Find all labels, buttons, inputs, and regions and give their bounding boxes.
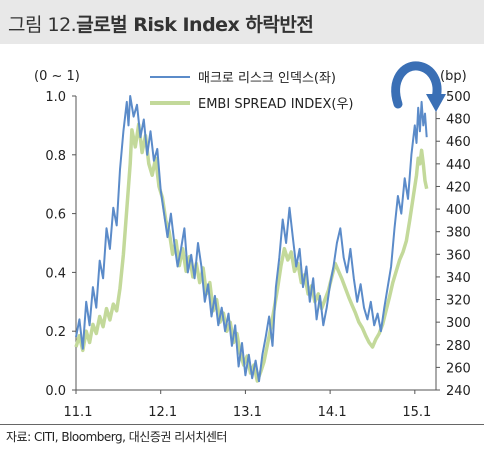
title-main: 글로벌 Risk Index 하락반전 — [76, 14, 314, 36]
right-tick-label: 380 — [446, 226, 471, 241]
left-tick-label: 1.0 — [45, 90, 66, 105]
title-bar: 그림 12.글로벌 Risk Index 하락반전 — [0, 0, 484, 44]
x-tick-label: 12.1 — [148, 405, 177, 420]
title-prefix: 그림 12. — [8, 14, 77, 36]
series-line-embi-spread — [74, 122, 429, 383]
right-tick-label: 280 — [446, 339, 471, 354]
right-tick-label: 460 — [446, 135, 471, 150]
chart-annotation — [391, 61, 446, 112]
right-tick-label: 240 — [446, 384, 471, 399]
right-tick-label: 420 — [446, 180, 471, 195]
chart: 0.0 0.2 0.4 0.6 0.8 1.0 240 260 280 300 320 340 360 3… — [34, 61, 471, 420]
right-tick-label: 400 — [446, 203, 471, 218]
curved-arrow-head — [426, 94, 446, 112]
left-tick-label: 0.0 — [45, 384, 66, 399]
right-tick-label: 300 — [446, 316, 471, 331]
right-tick-label: 320 — [446, 294, 471, 309]
source-note: 자료: CITI, Bloomberg, 대신증권 리서치센터 — [6, 430, 227, 444]
left-tick-label: 0.8 — [45, 149, 66, 164]
left-axis-unit: (0 ~ 1) — [34, 69, 80, 84]
left-tick-label: 0.4 — [45, 266, 66, 281]
x-tick-label: 14.1 — [318, 405, 347, 420]
chart-axes: 0.0 0.2 0.4 0.6 0.8 1.0 240 260 280 300 320 340 360 3… — [34, 69, 471, 420]
right-tick-label: 480 — [446, 113, 471, 128]
right-axis-unit: (bp) — [440, 69, 467, 84]
left-tick-label: 0.6 — [45, 208, 66, 223]
bottom-rule — [0, 424, 484, 425]
curved-arrow-body — [391, 61, 442, 109]
right-tick-label: 260 — [446, 361, 471, 376]
x-tick-label: 13.1 — [233, 405, 262, 420]
series-line-macro-risk — [75, 95, 428, 383]
legend-label-macro-risk: 매크로 리스크 인덱스(좌) — [198, 71, 336, 86]
x-tick-label: 15.1 — [402, 405, 431, 420]
page-title: 그림 12.글로벌 Risk Index 하락반전 — [8, 10, 314, 37]
chart-lines — [74, 95, 429, 383]
chart-legend: 매크로 리스크 인덱스(좌) EMBI SPREAD INDEX(우) — [150, 71, 353, 112]
right-tick-label: 500 — [446, 90, 471, 105]
left-tick-label: 0.2 — [45, 325, 66, 340]
x-tick-label: 11.1 — [64, 405, 93, 420]
right-tick-label: 340 — [446, 271, 471, 286]
right-tick-label: 440 — [446, 158, 471, 173]
legend-label-embi-spread: EMBI SPREAD INDEX(우) — [198, 97, 353, 112]
right-tick-label: 360 — [446, 248, 471, 263]
